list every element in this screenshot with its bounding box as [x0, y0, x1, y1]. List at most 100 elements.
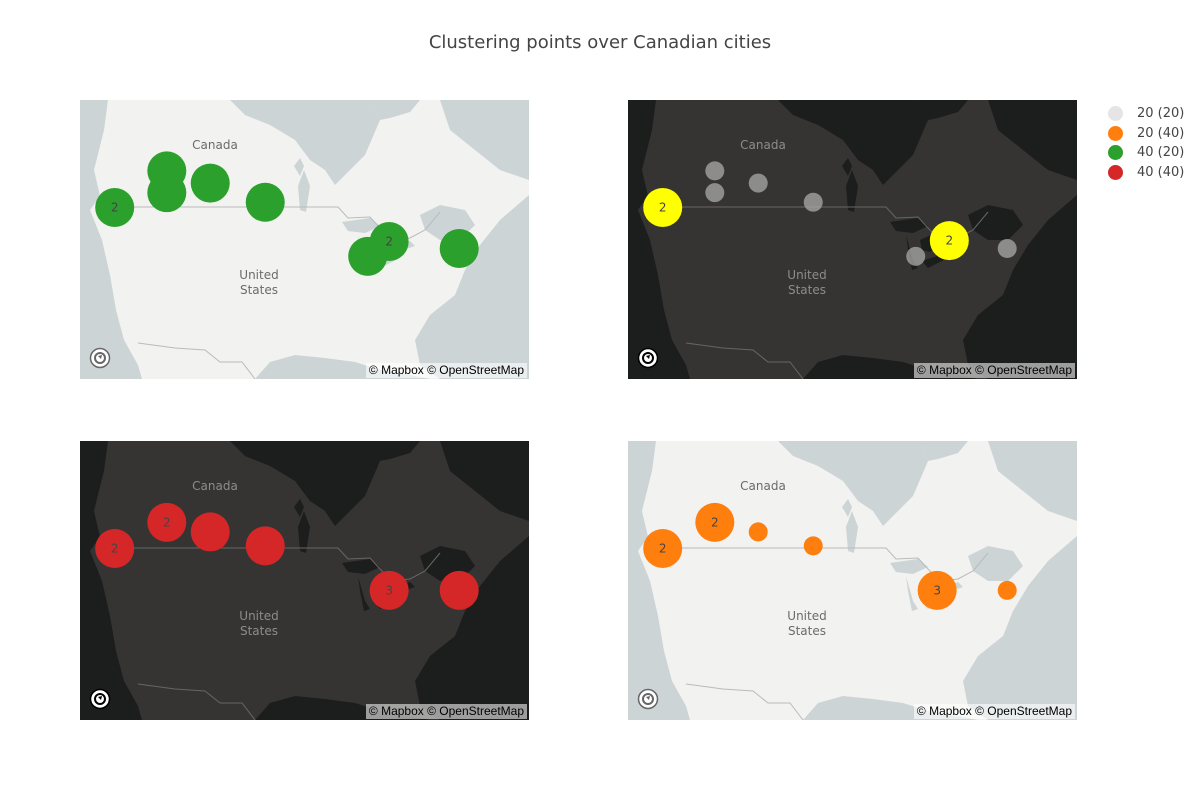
mapbox-logo-icon[interactable] — [89, 347, 111, 369]
map-panel-top-left[interactable]: Canada United States 2 2 © Mapbox © OpenStre… — [80, 100, 529, 379]
legend-item[interactable]: 20 (40) — [1108, 124, 1184, 144]
mapbox-logo-icon[interactable] — [89, 688, 111, 710]
lake — [906, 576, 918, 611]
figure-title: Clustering points over Canadian cities — [428, 32, 772, 53]
point-marker[interactable] — [190, 163, 230, 203]
country-label-united: United — [787, 268, 826, 282]
country-border — [137, 342, 256, 379]
country-label-canada: Canada — [740, 479, 786, 493]
cluster-count-label: 2 — [163, 515, 171, 529]
mapbox-logo-icon[interactable] — [637, 688, 659, 710]
atlantic-ocean — [963, 536, 1077, 720]
legend-label: 20 (20) — [1137, 106, 1185, 122]
country-label-canada: Canada — [192, 479, 238, 493]
hudson-strait — [918, 441, 968, 461]
cluster-count-label: 2 — [111, 201, 119, 215]
point-marker[interactable] — [705, 161, 725, 181]
hudson-bay — [778, 441, 928, 526]
point-marker[interactable] — [748, 173, 768, 193]
point-marker[interactable] — [803, 536, 823, 556]
mapbox-logo-icon[interactable] — [637, 347, 659, 369]
country-label-united: United — [239, 268, 278, 282]
pacific-ocean — [628, 100, 690, 379]
point-marker[interactable] — [997, 580, 1017, 600]
point-marker[interactable] — [748, 522, 768, 542]
map-attribution[interactable]: © Mapbox © OpenStreetMap — [365, 363, 527, 378]
cluster-marker[interactable] — [95, 188, 135, 227]
country-border — [137, 683, 256, 720]
labrador-sea — [440, 100, 529, 180]
cluster-count-label: 3 — [933, 583, 941, 597]
map-attribution[interactable]: © Mapbox © OpenStreetMap — [913, 363, 1075, 378]
country-border — [662, 206, 989, 241]
lake — [342, 218, 380, 233]
point-marker[interactable] — [803, 192, 823, 212]
hudson-strait — [370, 100, 420, 120]
cluster-marker[interactable] — [643, 529, 683, 568]
country-border — [685, 342, 804, 379]
lake — [846, 511, 858, 553]
cluster-marker[interactable] — [95, 529, 135, 568]
hudson-strait — [918, 100, 968, 120]
country-label-canada: Canada — [740, 138, 786, 152]
hudson-bay — [778, 100, 928, 185]
point-marker[interactable] — [906, 246, 926, 266]
legend-swatch — [1108, 106, 1123, 122]
legend-label: 40 (40) — [1137, 164, 1185, 180]
point-marker[interactable] — [348, 236, 388, 276]
point-marker[interactable] — [147, 173, 187, 213]
labrador-sea — [988, 100, 1077, 180]
pacific-ocean — [80, 100, 142, 379]
cluster-count-label: 2 — [659, 542, 667, 556]
lake — [842, 158, 852, 176]
cluster-count-label: 3 — [385, 583, 393, 597]
legend-swatch — [1108, 145, 1123, 161]
lake — [846, 170, 858, 212]
lake — [842, 499, 852, 517]
lake — [294, 499, 304, 517]
cluster-count-label: 2 — [711, 515, 719, 529]
point-marker[interactable] — [997, 238, 1017, 258]
cluster-marker[interactable] — [929, 221, 969, 261]
legend-swatch — [1108, 125, 1123, 141]
map-panel-bottom-left[interactable]: Canada United States 2 2 3 © Mapbox © OpenStr… — [80, 441, 529, 720]
cluster-count-label: 2 — [659, 201, 667, 215]
map-attribution[interactable]: © Mapbox © OpenStreetMap — [365, 704, 527, 719]
point-marker[interactable] — [439, 570, 479, 610]
atlantic-ocean — [415, 195, 529, 379]
point-marker[interactable] — [245, 526, 285, 566]
cluster-marker[interactable] — [695, 502, 735, 542]
point-marker[interactable] — [245, 182, 285, 222]
point-marker[interactable] — [190, 512, 230, 552]
hudson-bay — [230, 441, 380, 526]
gulf-of-st-lawrence — [968, 546, 1023, 581]
country-label-united: United — [239, 609, 278, 623]
legend-item[interactable]: 20 (20) — [1108, 104, 1184, 124]
cluster-marker[interactable] — [369, 570, 409, 610]
map-attribution[interactable]: © Mapbox © OpenStreetMap — [913, 704, 1075, 719]
point-marker[interactable] — [705, 183, 725, 203]
legend-swatch — [1108, 164, 1123, 180]
map-panel-top-right[interactable]: Canada United States 2 2 © Mapbox © OpenStre… — [628, 100, 1077, 379]
hudson-strait — [370, 441, 420, 461]
pacific-ocean — [80, 441, 142, 720]
cluster-marker[interactable] — [917, 570, 957, 610]
cluster-marker[interactable] — [643, 188, 683, 227]
legend-item[interactable]: 40 (40) — [1108, 163, 1184, 183]
country-label-states: States — [788, 283, 826, 297]
legend: 20 (20) 20 (40) 40 (20) 40 (40) — [1108, 104, 1184, 182]
labrador-sea — [440, 441, 529, 521]
legend-item[interactable]: 40 (20) — [1108, 143, 1184, 163]
cluster-count-label: 2 — [945, 234, 953, 248]
lake — [298, 170, 310, 212]
country-label-united: United — [787, 609, 826, 623]
lake — [890, 218, 928, 233]
point-marker[interactable] — [439, 228, 479, 268]
map-panel-bottom-right[interactable]: Canada United States 2 2 3 © Mapbox © OpenStr… — [628, 441, 1077, 720]
country-label-states: States — [240, 624, 278, 638]
cluster-marker[interactable] — [147, 502, 187, 542]
